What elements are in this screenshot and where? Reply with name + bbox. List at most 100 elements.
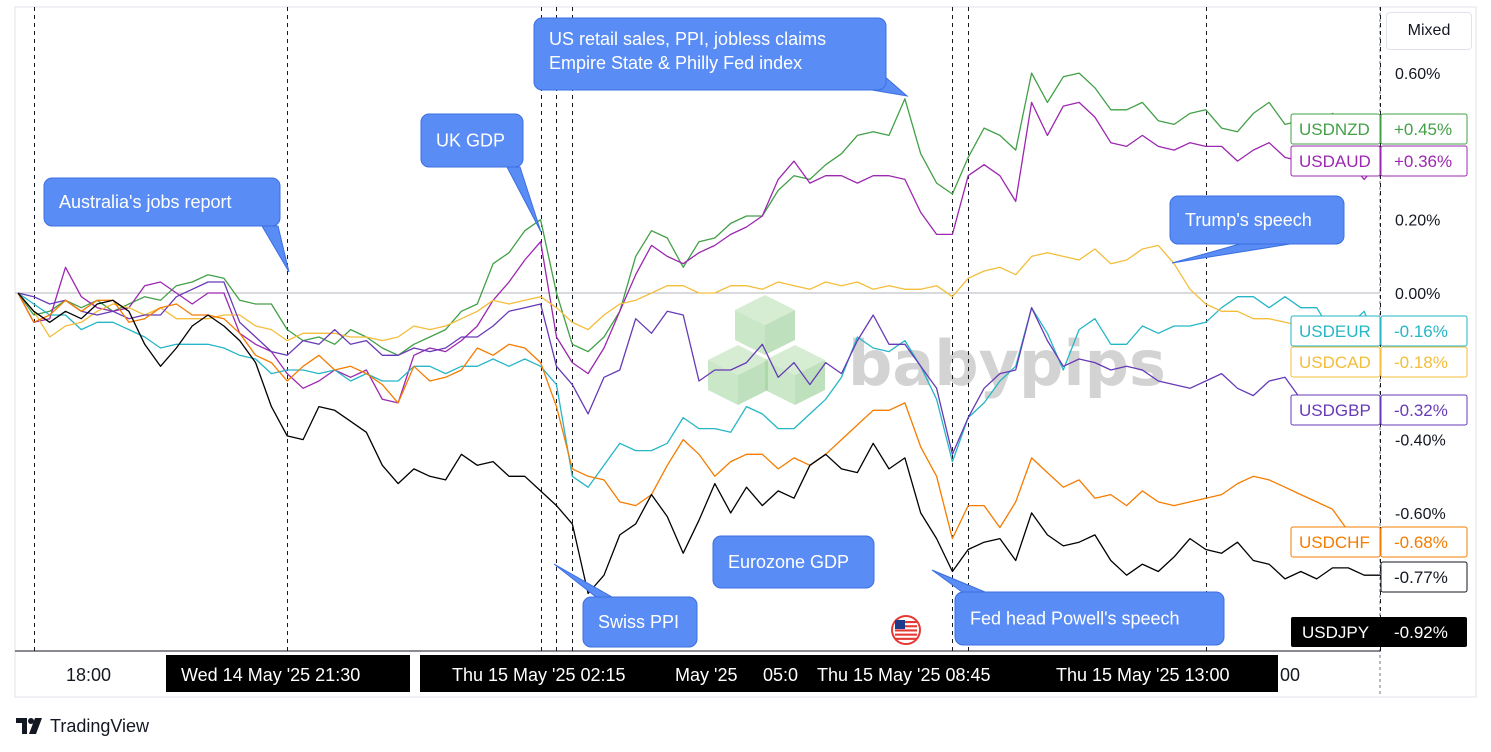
watermark-cube	[765, 345, 825, 405]
annotation-callout: Eurozone GDP	[712, 535, 875, 589]
badge-name: USDCHF	[1299, 533, 1370, 552]
badge-usdeur: USDEUR -0.16%	[1290, 315, 1468, 347]
badge-usdcad: USDCAD -0.18%	[1290, 346, 1468, 378]
scale-mode-button[interactable]: Mixed	[1386, 12, 1472, 50]
badge-value: -0.77%	[1394, 568, 1448, 587]
flag-stripe	[895, 621, 917, 624]
y-tick-label: -0.60%	[1395, 506, 1446, 523]
flag-stripe	[895, 633, 917, 636]
y-tick-label: 0.00%	[1395, 286, 1440, 303]
badge-black-name: USDJPY	[1302, 623, 1369, 642]
tradingview-brand: TradingView	[50, 715, 150, 736]
badge-black-box	[1291, 617, 1467, 647]
cube-left	[735, 310, 765, 355]
badge-value-box	[1380, 145, 1468, 177]
watermark-text: babypips	[848, 327, 1166, 400]
callout-text: Empire State & Philly Fed index	[549, 53, 802, 73]
y-tick-label: -0.40%	[1395, 433, 1446, 450]
tradingview-logo[interactable]: TradingView	[16, 713, 149, 739]
cube-right	[765, 310, 795, 355]
badge-value-box	[1380, 346, 1468, 378]
cube-left	[765, 360, 795, 405]
badge-name: USDEUR	[1299, 322, 1371, 341]
badge-name-box	[1290, 346, 1381, 378]
badge-value-box	[1380, 315, 1468, 347]
badge-value-box	[1380, 113, 1468, 145]
callout-pointer	[506, 166, 542, 233]
chart-border	[14, 6, 1477, 698]
badge-value: -0.32%	[1394, 401, 1448, 420]
callout-pointer	[261, 225, 290, 273]
callout-box	[712, 535, 875, 589]
x-tick-label: 05:0	[763, 665, 798, 685]
flag-stripe	[895, 625, 917, 628]
badge-usdjpy: -0.77%	[1380, 561, 1468, 593]
badge-usdaud: USDAUD +0.36%	[1290, 145, 1468, 177]
badge-value: -0.68%	[1394, 533, 1448, 552]
series-line-usdcad	[17, 244, 1381, 360]
x-tick-label: May '25	[675, 665, 737, 685]
callout-box	[954, 591, 1225, 646]
us-flag-icon[interactable]	[891, 615, 921, 645]
series-line-usdeur	[17, 292, 1381, 488]
callout-text: Eurozone GDP	[728, 552, 849, 572]
watermark-cube	[735, 295, 795, 355]
y-tick-label: 0.20%	[1395, 213, 1440, 230]
annotation-callout: Australia's jobs report	[43, 177, 290, 273]
badge-value-box	[1380, 526, 1468, 558]
series-line-usdgbp	[17, 281, 1381, 455]
badge-usdchf: USDCHF -0.68%	[1290, 526, 1468, 558]
callout-box	[43, 177, 281, 227]
series-line-usdjpy	[17, 292, 1380, 595]
callout-text: Fed head Powell's speech	[970, 609, 1180, 629]
x-tick-label: 00	[1280, 665, 1300, 685]
callout-text: Australia's jobs report	[59, 192, 232, 212]
badge-name: USDGBP	[1299, 401, 1371, 420]
x-tick-label: Thu 15 May '25 02:15	[452, 665, 626, 685]
babypips-watermark: babypips	[708, 295, 1166, 405]
badge-name-box	[1290, 145, 1381, 177]
x-tick-label: Thu 15 May '25 08:45	[817, 665, 991, 685]
badge-value: +0.36%	[1394, 152, 1452, 171]
callout-pointer	[1171, 243, 1291, 264]
series-badges: USDNZD +0.45% USDAUD +0.36% USDEUR -0.16% USDC…	[1290, 113, 1468, 647]
series-lines	[17, 72, 1381, 595]
series-line-usdaud	[17, 101, 1381, 404]
annotation-callout: Fed head Powell's speech	[931, 569, 1225, 646]
x-highlight-box	[420, 655, 1278, 692]
flag-canton	[895, 620, 905, 629]
watermark-cube	[708, 345, 768, 405]
tradingview-icon	[16, 718, 42, 734]
flag-stripe	[895, 629, 917, 632]
badge-name-box	[1290, 394, 1381, 426]
annotations: Australia's jobs report UK GDP US retail s…	[43, 17, 1345, 648]
callout-box	[420, 113, 524, 168]
series-line-usdchf	[17, 292, 1380, 543]
callout-pointer	[931, 569, 986, 593]
annotation-callout: US retail sales, PPI, jobless claims Empi…	[533, 17, 909, 97]
cube-right	[795, 360, 825, 405]
callout-text: UK GDP	[436, 131, 505, 151]
badge-usdgbp: USDGBP -0.32%	[1290, 394, 1468, 426]
flag-stripe	[895, 637, 917, 640]
event-lines	[34, 7, 1381, 651]
badge-usdnzd: USDNZD +0.45%	[1290, 113, 1468, 145]
x-tick-label: 18:00	[66, 665, 111, 685]
callout-text: US retail sales, PPI, jobless claims	[549, 29, 826, 49]
x-tick-label: Wed 14 May '25 21:30	[181, 665, 360, 685]
series-line-usdnzd	[17, 72, 1381, 356]
callout-box	[582, 596, 698, 648]
x-axis: 18:00 Wed 14 May '25 21:30 Thu 15 May '25 …	[66, 655, 1300, 692]
cube-left	[708, 360, 738, 405]
badge-name: USDCAD	[1299, 353, 1371, 372]
badge-black-value: -0.92%	[1394, 623, 1448, 642]
callout-box	[1169, 195, 1345, 245]
badge-value-box	[1380, 394, 1468, 426]
badge-value: -0.16%	[1394, 322, 1448, 341]
badge-value: -0.18%	[1394, 353, 1448, 372]
x-tick-label: Thu 15 May '25 13:00	[1056, 665, 1230, 685]
badge-name: USDAUD	[1299, 152, 1371, 171]
annotation-callout: UK GDP	[420, 113, 542, 233]
annotation-callout: Swiss PPI	[553, 563, 698, 648]
badge-name: USDNZD	[1299, 120, 1370, 139]
